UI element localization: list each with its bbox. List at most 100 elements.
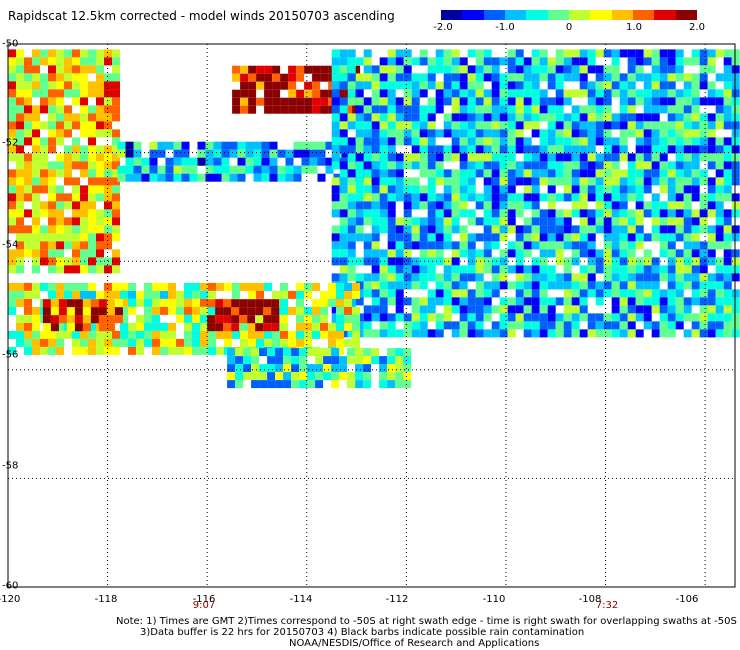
wind-cell xyxy=(587,57,596,66)
wind-cell xyxy=(547,217,556,226)
wind-cell xyxy=(531,297,540,306)
wind-cell xyxy=(435,225,444,234)
wind-cell xyxy=(523,121,532,130)
wind-cell xyxy=(723,257,732,266)
wind-cell xyxy=(523,185,532,194)
wind-cell xyxy=(659,225,668,234)
wind-cell xyxy=(723,169,732,178)
wind-cell xyxy=(363,217,372,226)
wind-cell xyxy=(291,364,300,373)
wind-cell xyxy=(595,113,604,122)
wind-cell xyxy=(56,81,64,90)
wind-cell xyxy=(363,73,372,82)
wind-cell xyxy=(459,161,468,170)
wind-cell xyxy=(699,321,708,330)
wind-cell xyxy=(635,313,644,322)
wind-cell xyxy=(16,314,24,323)
wind-cell xyxy=(403,273,412,282)
wind-cell xyxy=(80,265,88,274)
wind-cell xyxy=(331,233,340,242)
wind-cell xyxy=(619,289,628,298)
wind-cell xyxy=(507,265,516,274)
wind-cell xyxy=(371,233,380,242)
wind-cell xyxy=(379,257,388,266)
wind-cell xyxy=(224,338,232,347)
wind-cell xyxy=(475,297,484,306)
wind-cell xyxy=(563,153,572,162)
wind-cell xyxy=(603,289,612,298)
wind-cell xyxy=(491,281,500,290)
wind-cell xyxy=(723,233,732,242)
wind-cell xyxy=(32,153,40,162)
wind-cell xyxy=(403,185,412,194)
wind-cell xyxy=(531,289,540,298)
wind-cell xyxy=(699,249,708,258)
wind-cell xyxy=(603,73,612,82)
wind-cell xyxy=(427,201,436,210)
wind-cell xyxy=(347,89,356,98)
wind-cell xyxy=(555,73,564,82)
wind-cell xyxy=(200,290,208,299)
wind-cell xyxy=(515,257,524,266)
wind-cell xyxy=(619,265,628,274)
wind-cell xyxy=(128,290,136,299)
wind-cell xyxy=(387,65,396,74)
wind-cell xyxy=(379,305,388,314)
wind-cell xyxy=(24,161,32,170)
wind-cell xyxy=(731,193,740,202)
map-frame xyxy=(7,43,736,588)
wind-cell xyxy=(443,233,452,242)
wind-cell xyxy=(427,153,436,162)
wind-cell xyxy=(683,305,692,314)
wind-cell xyxy=(72,338,80,347)
wind-cell xyxy=(715,169,724,178)
wind-cell xyxy=(331,193,340,202)
wind-cell xyxy=(245,141,254,150)
wind-cell xyxy=(635,113,644,122)
wind-cell xyxy=(587,321,596,330)
wind-cell xyxy=(475,57,484,66)
wind-cell xyxy=(253,173,262,182)
wind-cell xyxy=(515,169,524,178)
wind-cell xyxy=(355,233,364,242)
colorbar-label-pos1: 1.0 xyxy=(626,22,642,33)
wind-cell xyxy=(395,297,404,306)
wind-cell xyxy=(104,265,112,274)
wind-cell xyxy=(579,137,588,146)
wind-cell xyxy=(80,290,88,299)
wind-cell xyxy=(112,233,120,242)
wind-cell xyxy=(699,113,708,122)
wind-cell xyxy=(347,233,356,242)
wind-cell xyxy=(301,165,310,174)
wind-cell xyxy=(125,165,134,174)
wind-cell xyxy=(264,282,272,291)
wind-cell xyxy=(691,329,700,338)
wind-cell xyxy=(104,177,112,186)
y-tick-label: -56 xyxy=(2,349,19,361)
wind-cell xyxy=(467,145,476,154)
wind-cell xyxy=(363,209,372,218)
wind-cell xyxy=(731,225,740,234)
wind-cell xyxy=(104,145,112,154)
wind-cell xyxy=(435,49,444,58)
wind-cell xyxy=(723,145,732,154)
wind-cell xyxy=(667,129,676,138)
wind-cell xyxy=(339,57,348,66)
wind-cell xyxy=(723,81,732,90)
wind-cell xyxy=(395,105,404,114)
wind-cell xyxy=(571,321,580,330)
wind-cell xyxy=(299,356,308,365)
wind-cell xyxy=(515,289,524,298)
wind-cell xyxy=(216,330,224,339)
wind-cell xyxy=(715,193,724,202)
wind-cell xyxy=(723,121,732,130)
wind-cell xyxy=(403,372,412,381)
wind-cell xyxy=(176,346,184,355)
wind-cell xyxy=(499,193,508,202)
wind-cell xyxy=(459,73,468,82)
wind-cell xyxy=(467,49,476,58)
wind-cell xyxy=(223,315,232,324)
wind-cell xyxy=(304,322,312,331)
wind-cell xyxy=(651,305,660,314)
wind-cell xyxy=(683,161,692,170)
